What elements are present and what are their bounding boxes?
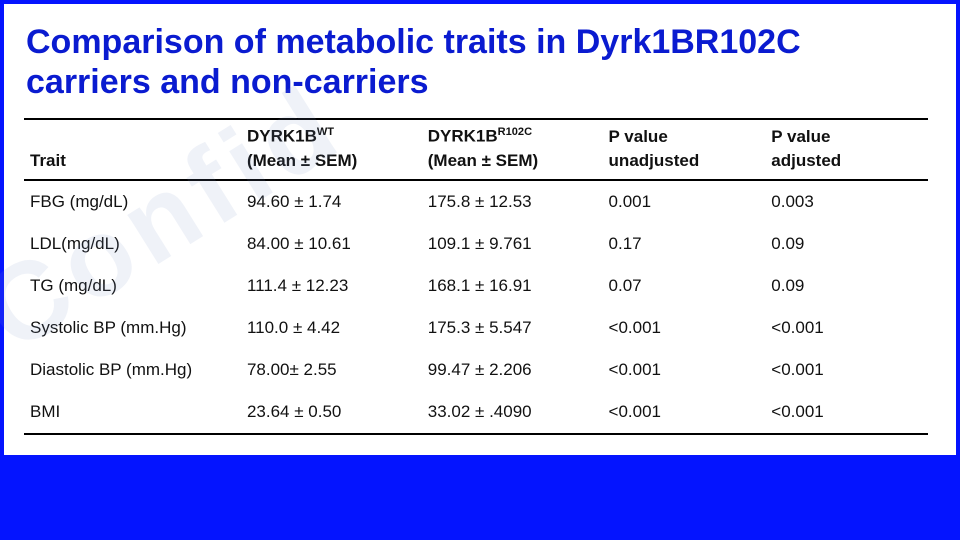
cell-trait: Diastolic BP (mm.Hg)	[24, 349, 241, 391]
cell-wt: 94.60 ± 1.74	[241, 180, 422, 223]
col-header-punadj-top: P value	[603, 119, 766, 149]
cell-wt: 110.0 ± 4.42	[241, 307, 422, 349]
table-row: TG (mg/dL) 111.4 ± 12.23 168.1 ± 16.91 0…	[24, 265, 928, 307]
cell-padj: 0.09	[765, 223, 928, 265]
col-header-wt-top: DYRK1BWT	[241, 119, 422, 149]
table-card: Confid DYRK1BWT DYRK1BR102C P value P va…	[4, 112, 956, 455]
table-row: BMI 23.64 ± 0.50 33.02 ± .4090 <0.001 <0…	[24, 391, 928, 434]
cell-trait: Systolic BP (mm.Hg)	[24, 307, 241, 349]
cell-mut: 33.02 ± .4090	[422, 391, 603, 434]
col-header-trait-top	[24, 119, 241, 149]
cell-mut: 175.3 ± 5.547	[422, 307, 603, 349]
cell-punadj: 0.07	[603, 265, 766, 307]
cell-punadj: 0.17	[603, 223, 766, 265]
col-header-mut-top: DYRK1BR102C	[422, 119, 603, 149]
table-row: Diastolic BP (mm.Hg) 78.00± 2.55 99.47 ±…	[24, 349, 928, 391]
cell-punadj: 0.001	[603, 180, 766, 223]
cell-punadj: <0.001	[603, 391, 766, 434]
cell-mut: 109.1 ± 9.761	[422, 223, 603, 265]
traits-table: DYRK1BWT DYRK1BR102C P value P value Tra…	[24, 118, 928, 435]
cell-wt: 78.00± 2.55	[241, 349, 422, 391]
cell-mut: 99.47 ± 2.206	[422, 349, 603, 391]
cell-trait: TG (mg/dL)	[24, 265, 241, 307]
col-header-padj-top: P value	[765, 119, 928, 149]
slide: Comparison of metabolic traits in Dyrk1B…	[0, 0, 960, 540]
table-row: FBG (mg/dL) 94.60 ± 1.74 175.8 ± 12.53 0…	[24, 180, 928, 223]
cell-punadj: <0.001	[603, 307, 766, 349]
cell-padj: <0.001	[765, 349, 928, 391]
cell-wt: 23.64 ± 0.50	[241, 391, 422, 434]
col-header-wt: (Mean ± SEM)	[241, 149, 422, 180]
cell-padj: <0.001	[765, 307, 928, 349]
cell-padj: 0.003	[765, 180, 928, 223]
slide-title: Comparison of metabolic traits in Dyrk1B…	[4, 4, 956, 112]
cell-mut: 168.1 ± 16.91	[422, 265, 603, 307]
table-header: DYRK1BWT DYRK1BR102C P value P value Tra…	[24, 119, 928, 180]
cell-trait: LDL(mg/dL)	[24, 223, 241, 265]
cell-trait: FBG (mg/dL)	[24, 180, 241, 223]
cell-trait: BMI	[24, 391, 241, 434]
cell-padj: <0.001	[765, 391, 928, 434]
col-header-padj: adjusted	[765, 149, 928, 180]
cell-padj: 0.09	[765, 265, 928, 307]
cell-punadj: <0.001	[603, 349, 766, 391]
col-header-mut: (Mean ± SEM)	[422, 149, 603, 180]
cell-mut: 175.8 ± 12.53	[422, 180, 603, 223]
cell-wt: 111.4 ± 12.23	[241, 265, 422, 307]
cell-wt: 84.00 ± 10.61	[241, 223, 422, 265]
table-row: LDL(mg/dL) 84.00 ± 10.61 109.1 ± 9.761 0…	[24, 223, 928, 265]
col-header-punadj: unadjusted	[603, 149, 766, 180]
col-header-trait: Trait	[24, 149, 241, 180]
table-body: FBG (mg/dL) 94.60 ± 1.74 175.8 ± 12.53 0…	[24, 180, 928, 434]
table-row: Systolic BP (mm.Hg) 110.0 ± 4.42 175.3 ±…	[24, 307, 928, 349]
